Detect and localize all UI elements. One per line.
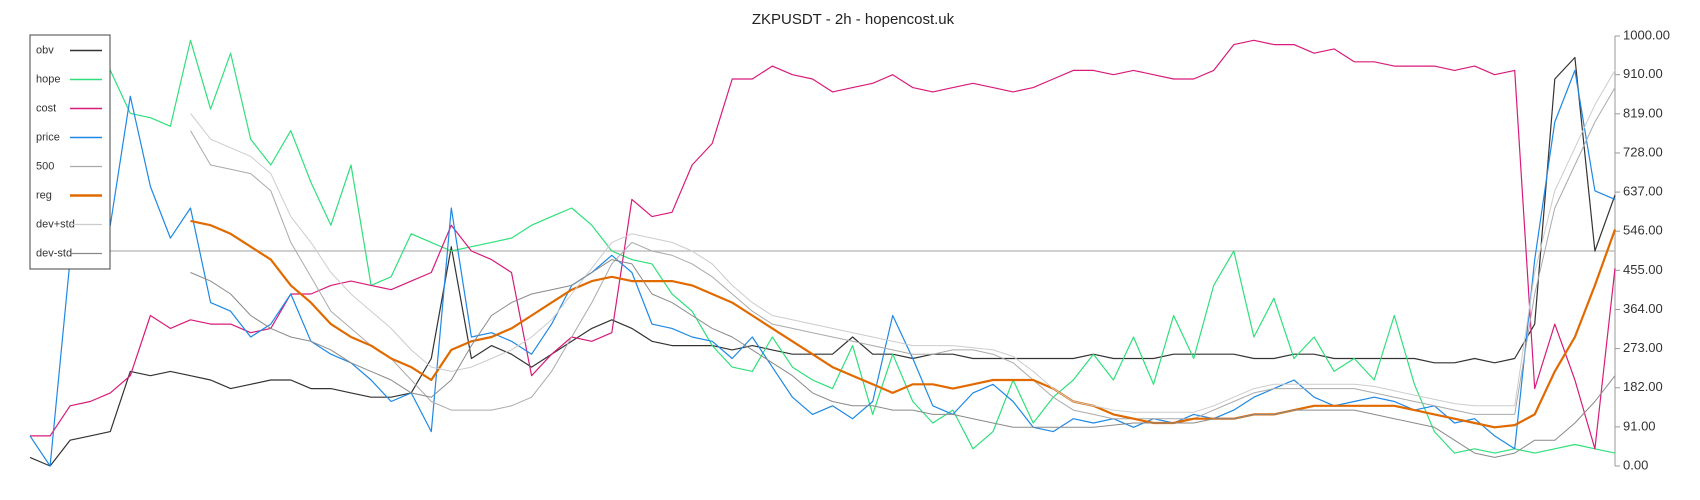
series-line (29, 69, 1616, 467)
y-tick-label: 819.00 (1623, 105, 1663, 120)
series-line (29, 56, 1616, 467)
legend-label: obv (36, 44, 54, 56)
series-line (190, 70, 1616, 413)
y-tick-label: 91.00 (1623, 418, 1656, 433)
legend-label: dev-std (36, 247, 72, 259)
series-line (190, 87, 1616, 420)
legend: obv hope cost price 500 reg dev+std dev-std (29, 34, 111, 270)
y-tick-label: 637.00 (1623, 184, 1663, 199)
legend-label: dev+std (36, 218, 75, 230)
y-tick-label: 546.00 (1623, 223, 1663, 238)
legend-label: price (36, 131, 60, 143)
y-tick-label: 0.00 (1623, 457, 1648, 472)
legend-label: reg (36, 189, 52, 201)
y-tick-label: 728.00 (1623, 144, 1663, 159)
legend-label: 500 (36, 160, 54, 172)
series-line (190, 219, 1617, 429)
series-line (29, 39, 1616, 454)
y-tick-label: 455.00 (1623, 262, 1663, 277)
series-line (30, 39, 1616, 450)
y-tick-label: 182.00 (1623, 379, 1663, 394)
legend-label: hope (36, 73, 60, 85)
y-tick-label: 273.00 (1623, 340, 1663, 355)
series-line (190, 259, 1616, 458)
y-tick-label: 910.00 (1623, 66, 1663, 81)
y-tick-label: 1000.00 (1623, 27, 1670, 42)
legend-label: cost (36, 102, 56, 114)
legend-box (29, 34, 111, 270)
chart-title: ZKPUSDT - 2h - hopencost.uk (752, 11, 955, 28)
y-tick-label: 364.00 (1623, 301, 1663, 316)
